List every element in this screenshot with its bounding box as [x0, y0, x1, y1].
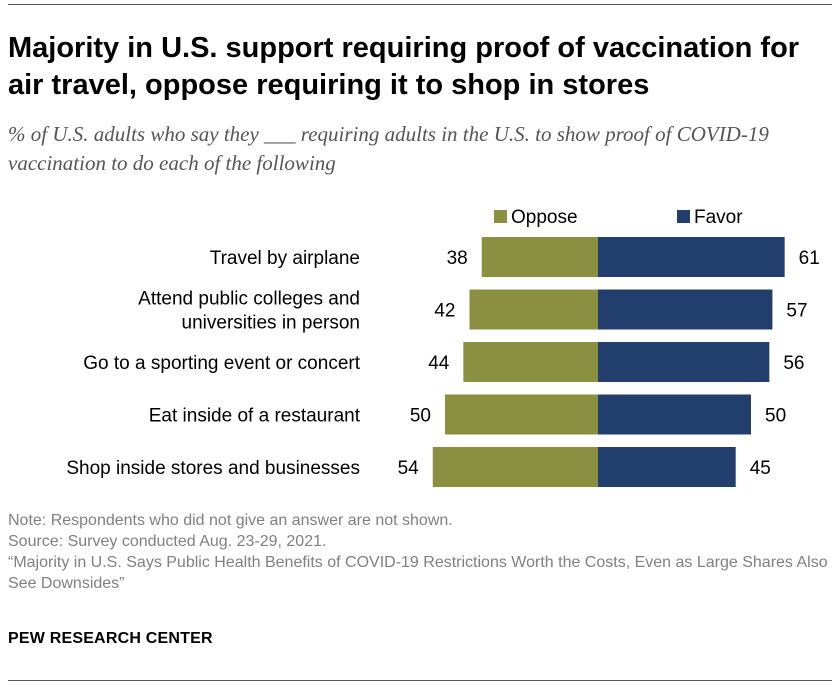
value-label-favor: 50	[765, 406, 786, 427]
bar-favor	[598, 394, 751, 435]
category-label-line: Go to a sporting event or concert	[83, 353, 360, 374]
note-text: Note: Respondents who did not give an an…	[8, 512, 453, 529]
bar-oppose	[463, 342, 598, 382]
source-text: Source: Survey conducted Aug. 23-29, 202…	[8, 533, 327, 550]
value-label-favor: 61	[799, 248, 820, 269]
bars: 38 61 42 57 44 56 50 50 54 45	[398, 237, 820, 487]
category-label: Shop inside stores and businesses	[66, 458, 360, 479]
bar-favor	[598, 237, 785, 277]
category-label: Travel by airplane	[210, 248, 360, 269]
category-label: Go to a sporting event or concert	[83, 353, 360, 374]
category-label-line: Attend public colleges and	[138, 289, 360, 310]
legend-swatch-favor	[677, 210, 690, 223]
chart-subtitle: % of U.S. adults who say they ___ requir…	[8, 122, 769, 175]
value-label-oppose: 44	[428, 353, 450, 374]
chart-title: Majority in U.S. support requiring proof…	[8, 32, 800, 101]
bar-oppose	[469, 289, 598, 330]
category-labels: Travel by airplane Attend public colleges…	[66, 248, 360, 479]
legend-label-favor: Favor	[694, 207, 743, 228]
legend-label-oppose: Oppose	[511, 207, 578, 228]
bar-oppose	[481, 237, 598, 277]
category-label: Eat inside of a restaurant	[149, 406, 361, 427]
legend: Oppose Favor	[494, 207, 743, 228]
bar-oppose	[445, 394, 598, 435]
notes: Note: Respondents who did not give an an…	[8, 510, 834, 594]
org-name: PEW RESEARCH CENTER	[8, 630, 213, 647]
category-label-line: Eat inside of a restaurant	[149, 406, 361, 427]
top-rule	[8, 4, 832, 5]
value-label-oppose: 42	[434, 301, 455, 322]
value-label-oppose: 38	[447, 248, 468, 269]
value-label-favor: 56	[783, 353, 804, 374]
category-label-line: universities in person	[182, 313, 360, 334]
value-label-oppose: 50	[410, 406, 431, 427]
category-label: Attend public colleges and universities i…	[138, 289, 360, 334]
value-label-favor: 57	[786, 301, 807, 322]
diverging-bar-chart: Oppose Favor 38 61 42 57 44 56 50 50 54 45 Travel …	[66, 207, 820, 487]
bar-favor	[598, 289, 773, 330]
value-label-oppose: 54	[398, 458, 420, 479]
bar-favor	[598, 447, 736, 487]
category-label-line: Shop inside stores and businesses	[66, 458, 360, 479]
bar-favor	[598, 342, 770, 382]
report-title: “Majority in U.S. Says Public Health Ben…	[8, 554, 828, 592]
category-label-line: Travel by airplane	[210, 248, 360, 269]
bottom-rule	[8, 680, 832, 681]
legend-swatch-oppose	[494, 210, 507, 223]
value-label-favor: 45	[750, 458, 771, 479]
bar-oppose	[432, 447, 598, 487]
